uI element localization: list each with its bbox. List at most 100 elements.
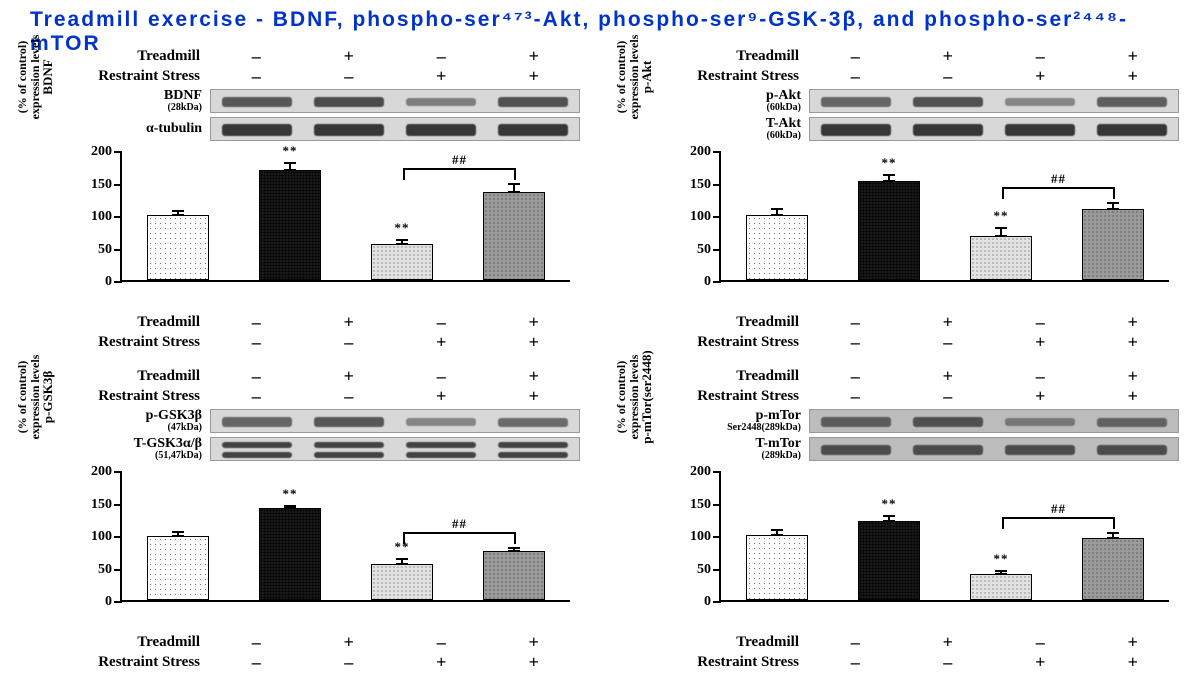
- blot-lane: [1086, 438, 1178, 460]
- condition-row: Restraint Stress––++: [60, 386, 580, 406]
- blot-band: [314, 97, 384, 108]
- blot-lane: [303, 118, 395, 140]
- bar-chart: (% of control)expression levelsp-GSK3β05…: [60, 472, 580, 632]
- blot-lane: [1086, 118, 1178, 140]
- ytick-label: 100: [673, 209, 711, 225]
- bar: [858, 521, 920, 600]
- condition-row: Restraint Stress––++: [659, 652, 1179, 672]
- significance-bracket: [403, 168, 516, 180]
- western-blots: BDNF(28kDa)α-tubulin: [60, 88, 580, 144]
- ytick-label: 0: [74, 274, 112, 290]
- blot-lane: [902, 118, 994, 140]
- condition-row: Restraint Stress––++: [60, 332, 580, 352]
- condition-row: Restraint Stress––++: [60, 652, 580, 672]
- ytick-label: 50: [74, 562, 112, 578]
- significance-marker: **: [882, 496, 897, 512]
- panel-pmtor: Treadmill–+–+Restraint Stress––++p-mTorS…: [599, 362, 1198, 682]
- error-bar: [177, 211, 179, 215]
- bar-slot: [721, 472, 833, 600]
- condition-header: Treadmill–+–+Restraint Stress––++: [60, 366, 580, 406]
- bar: [371, 244, 433, 280]
- condition-row: Restraint Stress––++: [659, 66, 1179, 86]
- condition-symbol: –: [210, 332, 303, 353]
- blot-strip: [809, 117, 1179, 141]
- ytick-label: 200: [673, 464, 711, 480]
- error-bar: [888, 175, 890, 182]
- blot-lane: [211, 438, 303, 460]
- blot-band: [913, 97, 983, 107]
- condition-row: Treadmill–+–+: [659, 632, 1179, 652]
- blot-band: [222, 124, 292, 135]
- bar: [259, 170, 321, 281]
- bar: [371, 564, 433, 600]
- bar: [746, 535, 808, 600]
- condition-symbol: +: [902, 46, 995, 67]
- blot-strip: [809, 409, 1179, 433]
- condition-row: Treadmill–+–+: [659, 312, 1179, 332]
- significance-bracket-label: ##: [1051, 171, 1066, 187]
- condition-row: Restraint Stress––++: [60, 66, 580, 86]
- ytick: [114, 249, 122, 251]
- ytick: [114, 536, 122, 538]
- ytick-label: 200: [673, 144, 711, 160]
- blot-label: T-GSK3α/β(51,47kDa): [60, 437, 210, 461]
- blot-band: [1097, 97, 1167, 107]
- condition-symbol: –: [210, 312, 303, 333]
- condition-symbol: +: [1087, 46, 1180, 67]
- blot-band: [406, 418, 476, 426]
- condition-row: Restraint Stress––++: [659, 386, 1179, 406]
- condition-label: Treadmill: [60, 314, 210, 331]
- blot-band: [913, 124, 983, 135]
- chart-ylabel: (% of control)expression levelsp-GSK3β: [16, 322, 56, 472]
- condition-symbol: +: [488, 332, 581, 353]
- bar: [858, 181, 920, 280]
- condition-symbol: +: [303, 312, 396, 333]
- bar-slot: **: [234, 472, 346, 600]
- blot-lane: [810, 410, 902, 432]
- bar-chart: (% of control)expression levelsp-mTor(se…: [659, 472, 1179, 632]
- ytick-label: 100: [74, 529, 112, 545]
- bar-slot: [1057, 472, 1169, 600]
- ytick: [114, 504, 122, 506]
- blot-band: [498, 97, 568, 107]
- significance-bracket-label: ##: [452, 152, 467, 168]
- blot-band: [314, 124, 384, 135]
- bar-slot: **: [833, 152, 945, 280]
- condition-symbol: –: [902, 66, 995, 87]
- bars-container: ****: [721, 152, 1169, 280]
- blot-band: [913, 417, 983, 427]
- condition-label: Treadmill: [60, 48, 210, 65]
- condition-symbol: +: [488, 312, 581, 333]
- condition-symbol: –: [994, 312, 1087, 333]
- condition-symbol: +: [994, 332, 1087, 353]
- ytick: [713, 151, 721, 153]
- condition-label: Treadmill: [659, 314, 809, 331]
- panel-bdnf: Treadmill–+–+Restraint Stress––++BDNF(28…: [0, 42, 599, 362]
- blot-row: α-tubulin: [60, 116, 580, 142]
- condition-symbol: +: [395, 652, 488, 673]
- ytick-label: 100: [74, 209, 112, 225]
- ytick-label: 150: [74, 497, 112, 513]
- error-bar: [776, 209, 778, 215]
- condition-label: Restraint Stress: [659, 68, 809, 85]
- ytick: [713, 601, 721, 603]
- blot-lane: [902, 410, 994, 432]
- condition-symbol: +: [488, 386, 581, 407]
- condition-label: Restraint Stress: [60, 68, 210, 85]
- condition-symbol: –: [395, 46, 488, 67]
- bar: [1082, 209, 1144, 281]
- condition-label: Restraint Stress: [659, 654, 809, 671]
- significance-bracket-label: ##: [452, 516, 467, 532]
- condition-symbol: +: [1087, 312, 1180, 333]
- error-bar: [1112, 533, 1114, 538]
- blot-lane: [303, 90, 395, 112]
- condition-symbol: +: [1087, 632, 1180, 653]
- condition-header: Treadmill–+–+Restraint Stress––++: [659, 366, 1179, 406]
- condition-row: Treadmill–+–+: [659, 366, 1179, 386]
- condition-label: Restraint Stress: [60, 654, 210, 671]
- panels-grid: Treadmill–+–+Restraint Stress––++BDNF(28…: [0, 42, 1199, 682]
- blot-strip: [210, 89, 580, 113]
- condition-label: Restraint Stress: [659, 388, 809, 405]
- bar-chart: (% of control)expression levelsBDNF05010…: [60, 152, 580, 312]
- condition-symbol: +: [994, 652, 1087, 673]
